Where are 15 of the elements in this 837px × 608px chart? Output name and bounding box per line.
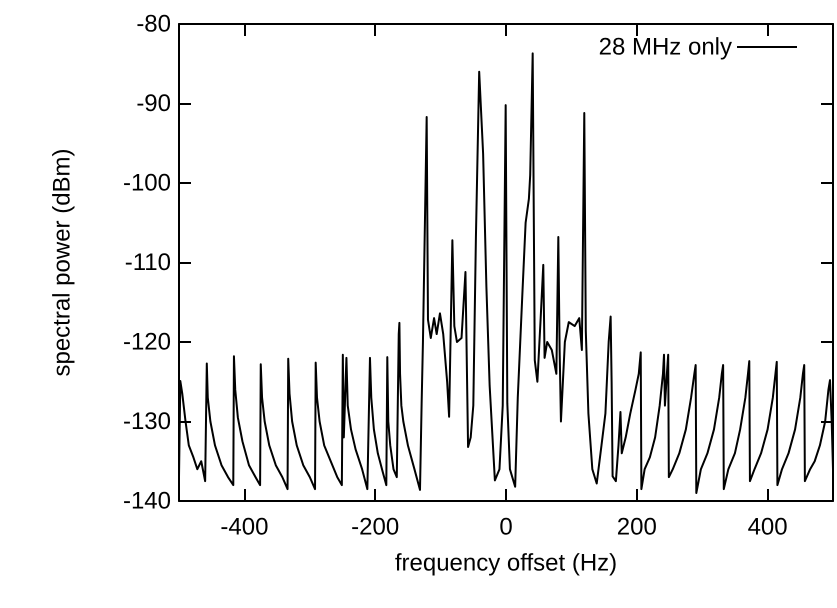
x-tick-label: 400 bbox=[748, 514, 788, 540]
x-tick-label: -200 bbox=[351, 514, 400, 540]
y-tick-label: -80 bbox=[136, 10, 171, 38]
y-tick-label: -100 bbox=[122, 170, 171, 196]
x-axis-title: frequency offset (Hz) bbox=[394, 550, 618, 576]
legend-label: 28 MHz only bbox=[598, 34, 732, 60]
x-tick-label: 200 bbox=[616, 514, 657, 540]
y-tick-label: -90 bbox=[136, 90, 171, 117]
y-tick-label: -130 bbox=[122, 408, 171, 435]
y-tick-label: -140 bbox=[122, 488, 171, 514]
y-tick-label: -110 bbox=[124, 249, 171, 276]
y-axis-title: spectral power (dBm) bbox=[48, 148, 76, 377]
y-tick-label: -120 bbox=[122, 328, 171, 356]
x-tick-label: -400 bbox=[220, 514, 268, 540]
x-tick-label: 0 bbox=[499, 514, 513, 540]
